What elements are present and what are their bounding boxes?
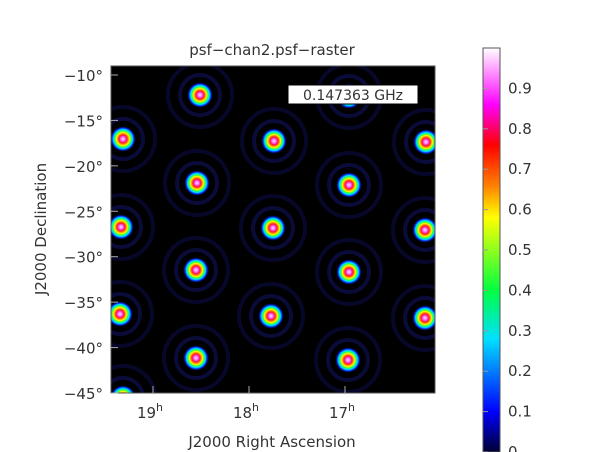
psf-sidelobe-ring (111, 117, 145, 161)
psf-sidelobe-ring (327, 250, 371, 294)
x-tick-hours: 18 (233, 404, 252, 422)
psf-sidelobe-ring (175, 161, 219, 205)
psf-sidelobe-ring (162, 236, 230, 304)
y-tick-label: −40° (64, 340, 103, 358)
colorbar-tick-label: 0.5 (508, 241, 532, 259)
x-tick-unit: h (156, 401, 163, 414)
psf-sidelobe-ring (403, 296, 435, 340)
psf-sidelobe-ring (251, 206, 295, 250)
colorbar-tick-label: 0.8 (508, 120, 532, 138)
psf-peak (183, 345, 209, 371)
psf-sidelobe-ring (111, 376, 145, 393)
x-axis-ticks: 19h 18h 17h (137, 386, 355, 422)
psf-sidelobe-ring (252, 119, 296, 163)
colorbar-tick-label: 0.4 (508, 281, 532, 299)
psf-sidelobe-ring (315, 151, 383, 219)
psf-peak (260, 215, 286, 241)
psf-sidelobe-ring (166, 66, 234, 129)
plot-frame (110, 65, 436, 394)
colorbar-tick-label: 0.2 (508, 362, 532, 380)
frequency-text: 0.147363 GHz (303, 88, 403, 104)
psf-peak (187, 82, 213, 108)
colorbar-tick-label: 0 (508, 443, 518, 452)
psf-sidelobe-ring (162, 324, 230, 392)
y-tick-label: −20° (64, 158, 103, 176)
psf-sidelobe-ring (403, 208, 435, 252)
psf-sidelobe-ring (111, 205, 143, 249)
psf-sidelobe-ring (237, 282, 305, 350)
psf-sidelobe-ring (178, 73, 222, 117)
y-tick-label: −35° (64, 294, 103, 312)
psf-sidelobe-ring (391, 196, 435, 264)
psf-peak (412, 217, 435, 243)
y-axis-label: J2000 Declination (32, 163, 50, 296)
x-tick-unit: h (348, 401, 355, 414)
psf-sidelobe-ring (174, 248, 218, 292)
plot-title: psf−chan2.psf−raster (189, 41, 355, 59)
psf-peak (258, 303, 284, 329)
y-tick-label: −10° (64, 67, 103, 85)
x-tick-label: 17h (329, 401, 355, 422)
psf-sidelobe-ring (111, 292, 142, 336)
x-axis-label: J2000 Right Ascension (187, 433, 355, 451)
psf-peak (412, 305, 435, 331)
psf-sidelobe-ring (392, 108, 435, 176)
psf-peak (336, 259, 362, 285)
colorbar-ticks: 0.9 0.8 0.7 0.6 0.5 0.4 0.3 0.2 0.1 0 (483, 79, 532, 452)
y-axis-ticks: −10° −15° −20° −25° −30° −35° −40° −45° (64, 67, 118, 403)
psf-peak (261, 128, 287, 154)
psf-sidelobe-ring (111, 280, 154, 348)
x-tick-label: 19h (137, 401, 163, 422)
psf-sidelobe-ring (163, 149, 231, 217)
psf-peak (184, 170, 210, 196)
psf-sidelobe-ring (327, 163, 371, 207)
psf-peak (336, 172, 362, 198)
psf-peak (111, 126, 136, 152)
psf-peak (413, 129, 435, 155)
x-tick-label: 18h (233, 401, 259, 422)
psf-raster-image (111, 66, 435, 393)
psf-sidelobe-ring (249, 294, 293, 338)
psf-sidelobe-ring (174, 336, 218, 380)
colorbar-tick-label: 0.9 (508, 79, 532, 97)
colorbar-tick-label: 0.7 (508, 160, 532, 178)
psf-sidelobe-ring (404, 120, 435, 164)
frequency-label: 0.147363 GHz (287, 84, 419, 105)
x-tick-hours: 17 (329, 404, 348, 422)
psf-peak (111, 301, 133, 327)
psf-sidelobe-ring (315, 238, 383, 306)
x-tick-hours: 19 (137, 404, 156, 422)
x-tick-unit: h (252, 401, 259, 414)
psf-peak (111, 214, 134, 240)
y-tick-label: −45° (64, 385, 103, 403)
psf-sidelobe-ring (111, 364, 157, 393)
y-tick-label: −15° (64, 112, 103, 130)
psf-peak (183, 257, 209, 283)
y-tick-label: −25° (64, 203, 103, 221)
psf-peak (111, 385, 135, 393)
colorbar-tick-label: 0.6 (508, 201, 532, 219)
psf-sidelobe-ring (111, 193, 155, 261)
colorbar-tick-label: 0.1 (508, 403, 532, 421)
psf-peak (335, 347, 361, 373)
colorbar-tick-label: 0.3 (508, 322, 532, 340)
colorbar: 0.9 0.8 0.7 0.6 0.5 0.4 0.3 0.2 0.1 0 (482, 47, 532, 452)
psf-sidelobe-ring (239, 194, 307, 262)
psf-sidelobe-ring (314, 326, 382, 393)
y-tick-label: −30° (64, 249, 103, 267)
psf-sidelobe-ring (111, 105, 157, 173)
psf-sidelobe-ring (240, 107, 308, 175)
psf-sidelobe-ring (391, 284, 435, 352)
psf-sidelobe-ring (326, 338, 370, 382)
colorbar-gradient (483, 48, 500, 452)
